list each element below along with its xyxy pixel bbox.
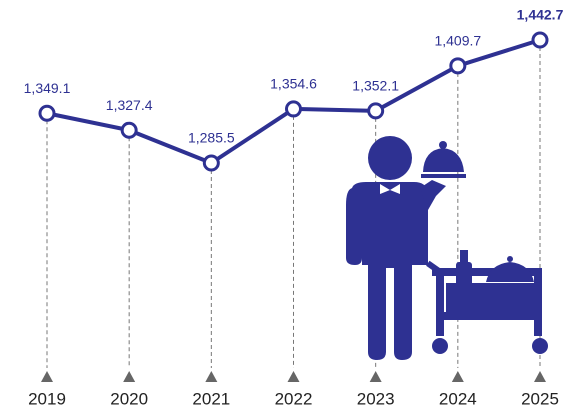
point (120, 121, 138, 139)
x-tick-label: 2021 (192, 389, 230, 408)
tick-triangle (534, 371, 546, 382)
waiter-icon (346, 136, 548, 360)
value-label: 1,352.1 (352, 78, 399, 94)
value-label: 1,327.4 (106, 97, 153, 113)
tick-triangle (41, 371, 53, 382)
point (285, 100, 302, 118)
x-tick-label: 2020 (110, 389, 148, 408)
x-tick-label: 2025 (521, 389, 559, 408)
point (367, 102, 385, 120)
x-tick-label: 2024 (439, 389, 477, 408)
tick-triangle (205, 371, 218, 382)
point (202, 154, 220, 172)
point (38, 104, 56, 122)
x-tick-label: 2023 (357, 389, 395, 408)
point (449, 57, 467, 75)
value-label: 1,409.7 (434, 33, 481, 49)
point (531, 31, 549, 49)
x-tick-label: 2022 (275, 389, 313, 408)
value-label: 1,442.7 (517, 7, 564, 23)
plot: 2019 2020 2021 2022 2023 2024 2025 1,349.1 1,327… (24, 7, 564, 409)
x-tick-label: 2019 (28, 389, 66, 408)
tick-triangle (287, 371, 300, 382)
value-label: 1,354.6 (270, 76, 317, 92)
value-label: 1,285.5 (188, 130, 235, 146)
tick-triangle (123, 371, 136, 382)
tick-triangle (451, 371, 464, 382)
value-label: 1,349.1 (24, 80, 71, 96)
tick-triangle (369, 371, 382, 382)
